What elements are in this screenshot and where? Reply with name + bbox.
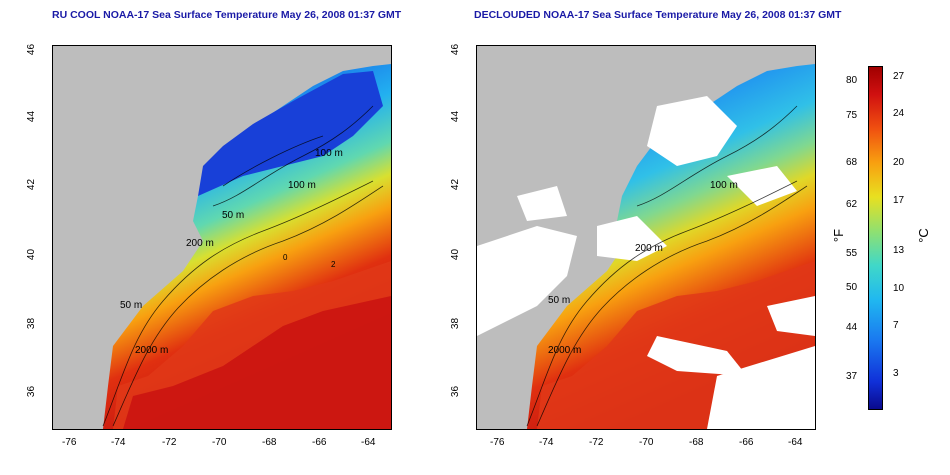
right-y-tick-0: 46 — [450, 43, 462, 56]
right-contour-label-50m: 50 m — [548, 295, 571, 306]
left-x-tick-6: -64 — [361, 437, 376, 448]
celsius-tick-2: 20 — [893, 157, 905, 168]
celsius-tick-1: 24 — [893, 108, 905, 119]
right-y-tick-5: 36 — [450, 385, 462, 398]
left-contour-label-2000m: 2000 m — [135, 345, 169, 356]
left-map-canvas — [102, 64, 391, 429]
left-sst-map — [52, 45, 392, 430]
left-y-tick-4: 38 — [26, 317, 38, 330]
right-y-tick-2: 42 — [450, 178, 462, 191]
fahrenheit-unit-label: °F — [831, 228, 847, 243]
celsius-tick-5: 10 — [893, 283, 905, 294]
right-contour-label-2000m: 2000 m — [548, 345, 582, 356]
left-y-tick-5: 36 — [26, 385, 38, 398]
fahrenheit-tick-3: 62 — [846, 199, 858, 210]
fahrenheit-tick-6: 44 — [846, 322, 858, 333]
left-contour-label-100m-b: 100 m — [288, 180, 316, 191]
right-map-title: DECLOUDED NOAA-17 Sea Surface Temperatur… — [474, 9, 842, 21]
left-x-tick-5: -66 — [312, 437, 327, 448]
celsius-unit-label: °C — [915, 228, 931, 243]
right-x-tick-6: -64 — [788, 437, 803, 448]
fahrenheit-tick-1: 75 — [846, 110, 858, 121]
celsius-tick-6: 7 — [893, 320, 899, 331]
gulf-stream-core — [123, 296, 391, 429]
celsius-tick-0: 27 — [893, 71, 905, 82]
right-y-tick-3: 40 — [450, 248, 462, 261]
left-contour-label-0: 0 — [283, 253, 288, 262]
gulf-of-maine-water — [198, 71, 383, 196]
fahrenheit-tick-4: 55 — [846, 248, 858, 259]
bathymetry-contours — [102, 105, 384, 427]
right-x-tick-3: -70 — [639, 437, 654, 448]
celsius-tick-7: 3 — [893, 368, 899, 379]
right-x-tick-5: -66 — [739, 437, 754, 448]
left-y-tick-3: 40 — [26, 248, 38, 261]
right-x-tick-2: -72 — [589, 437, 604, 448]
celsius-tick-3: 17 — [893, 195, 905, 206]
right-map-canvas — [477, 64, 815, 429]
fahrenheit-tick-2: 68 — [846, 157, 858, 168]
left-x-tick-1: -74 — [111, 437, 126, 448]
celsius-tick-4: 13 — [893, 245, 905, 256]
right-x-tick-1: -74 — [539, 437, 554, 448]
left-y-tick-0: 46 — [26, 43, 38, 56]
left-x-tick-2: -72 — [162, 437, 177, 448]
left-x-tick-0: -76 — [62, 437, 77, 448]
bathymetry-contours — [526, 105, 808, 427]
left-contour-label-200m: 200 m — [186, 238, 214, 249]
left-contour-label-2: 2 — [331, 260, 336, 269]
left-y-tick-2: 42 — [26, 178, 38, 191]
right-x-tick-4: -68 — [689, 437, 704, 448]
left-contour-label-50m-b: 50 m — [222, 210, 245, 221]
right-y-tick-4: 38 — [450, 317, 462, 330]
right-y-tick-1: 44 — [450, 110, 462, 123]
temperature-colorbar — [868, 66, 883, 410]
cloud-mask — [477, 96, 815, 429]
left-contour-label-100m-a: 100 m — [315, 148, 343, 159]
fahrenheit-tick-0: 80 — [846, 75, 858, 86]
fahrenheit-tick-5: 50 — [846, 282, 858, 293]
left-contour-label-50m: 50 m — [120, 300, 143, 311]
fahrenheit-tick-7: 37 — [846, 371, 858, 382]
right-contour-label-100m: 100 m — [710, 180, 738, 191]
left-x-tick-3: -70 — [212, 437, 227, 448]
right-contour-label-200m: 200 m — [635, 243, 663, 254]
left-map-title: RU COOL NOAA-17 Sea Surface Temperature … — [52, 9, 402, 21]
left-x-tick-4: -68 — [262, 437, 277, 448]
right-sst-map — [476, 45, 816, 430]
left-y-tick-1: 44 — [26, 110, 38, 123]
right-x-tick-0: -76 — [490, 437, 505, 448]
